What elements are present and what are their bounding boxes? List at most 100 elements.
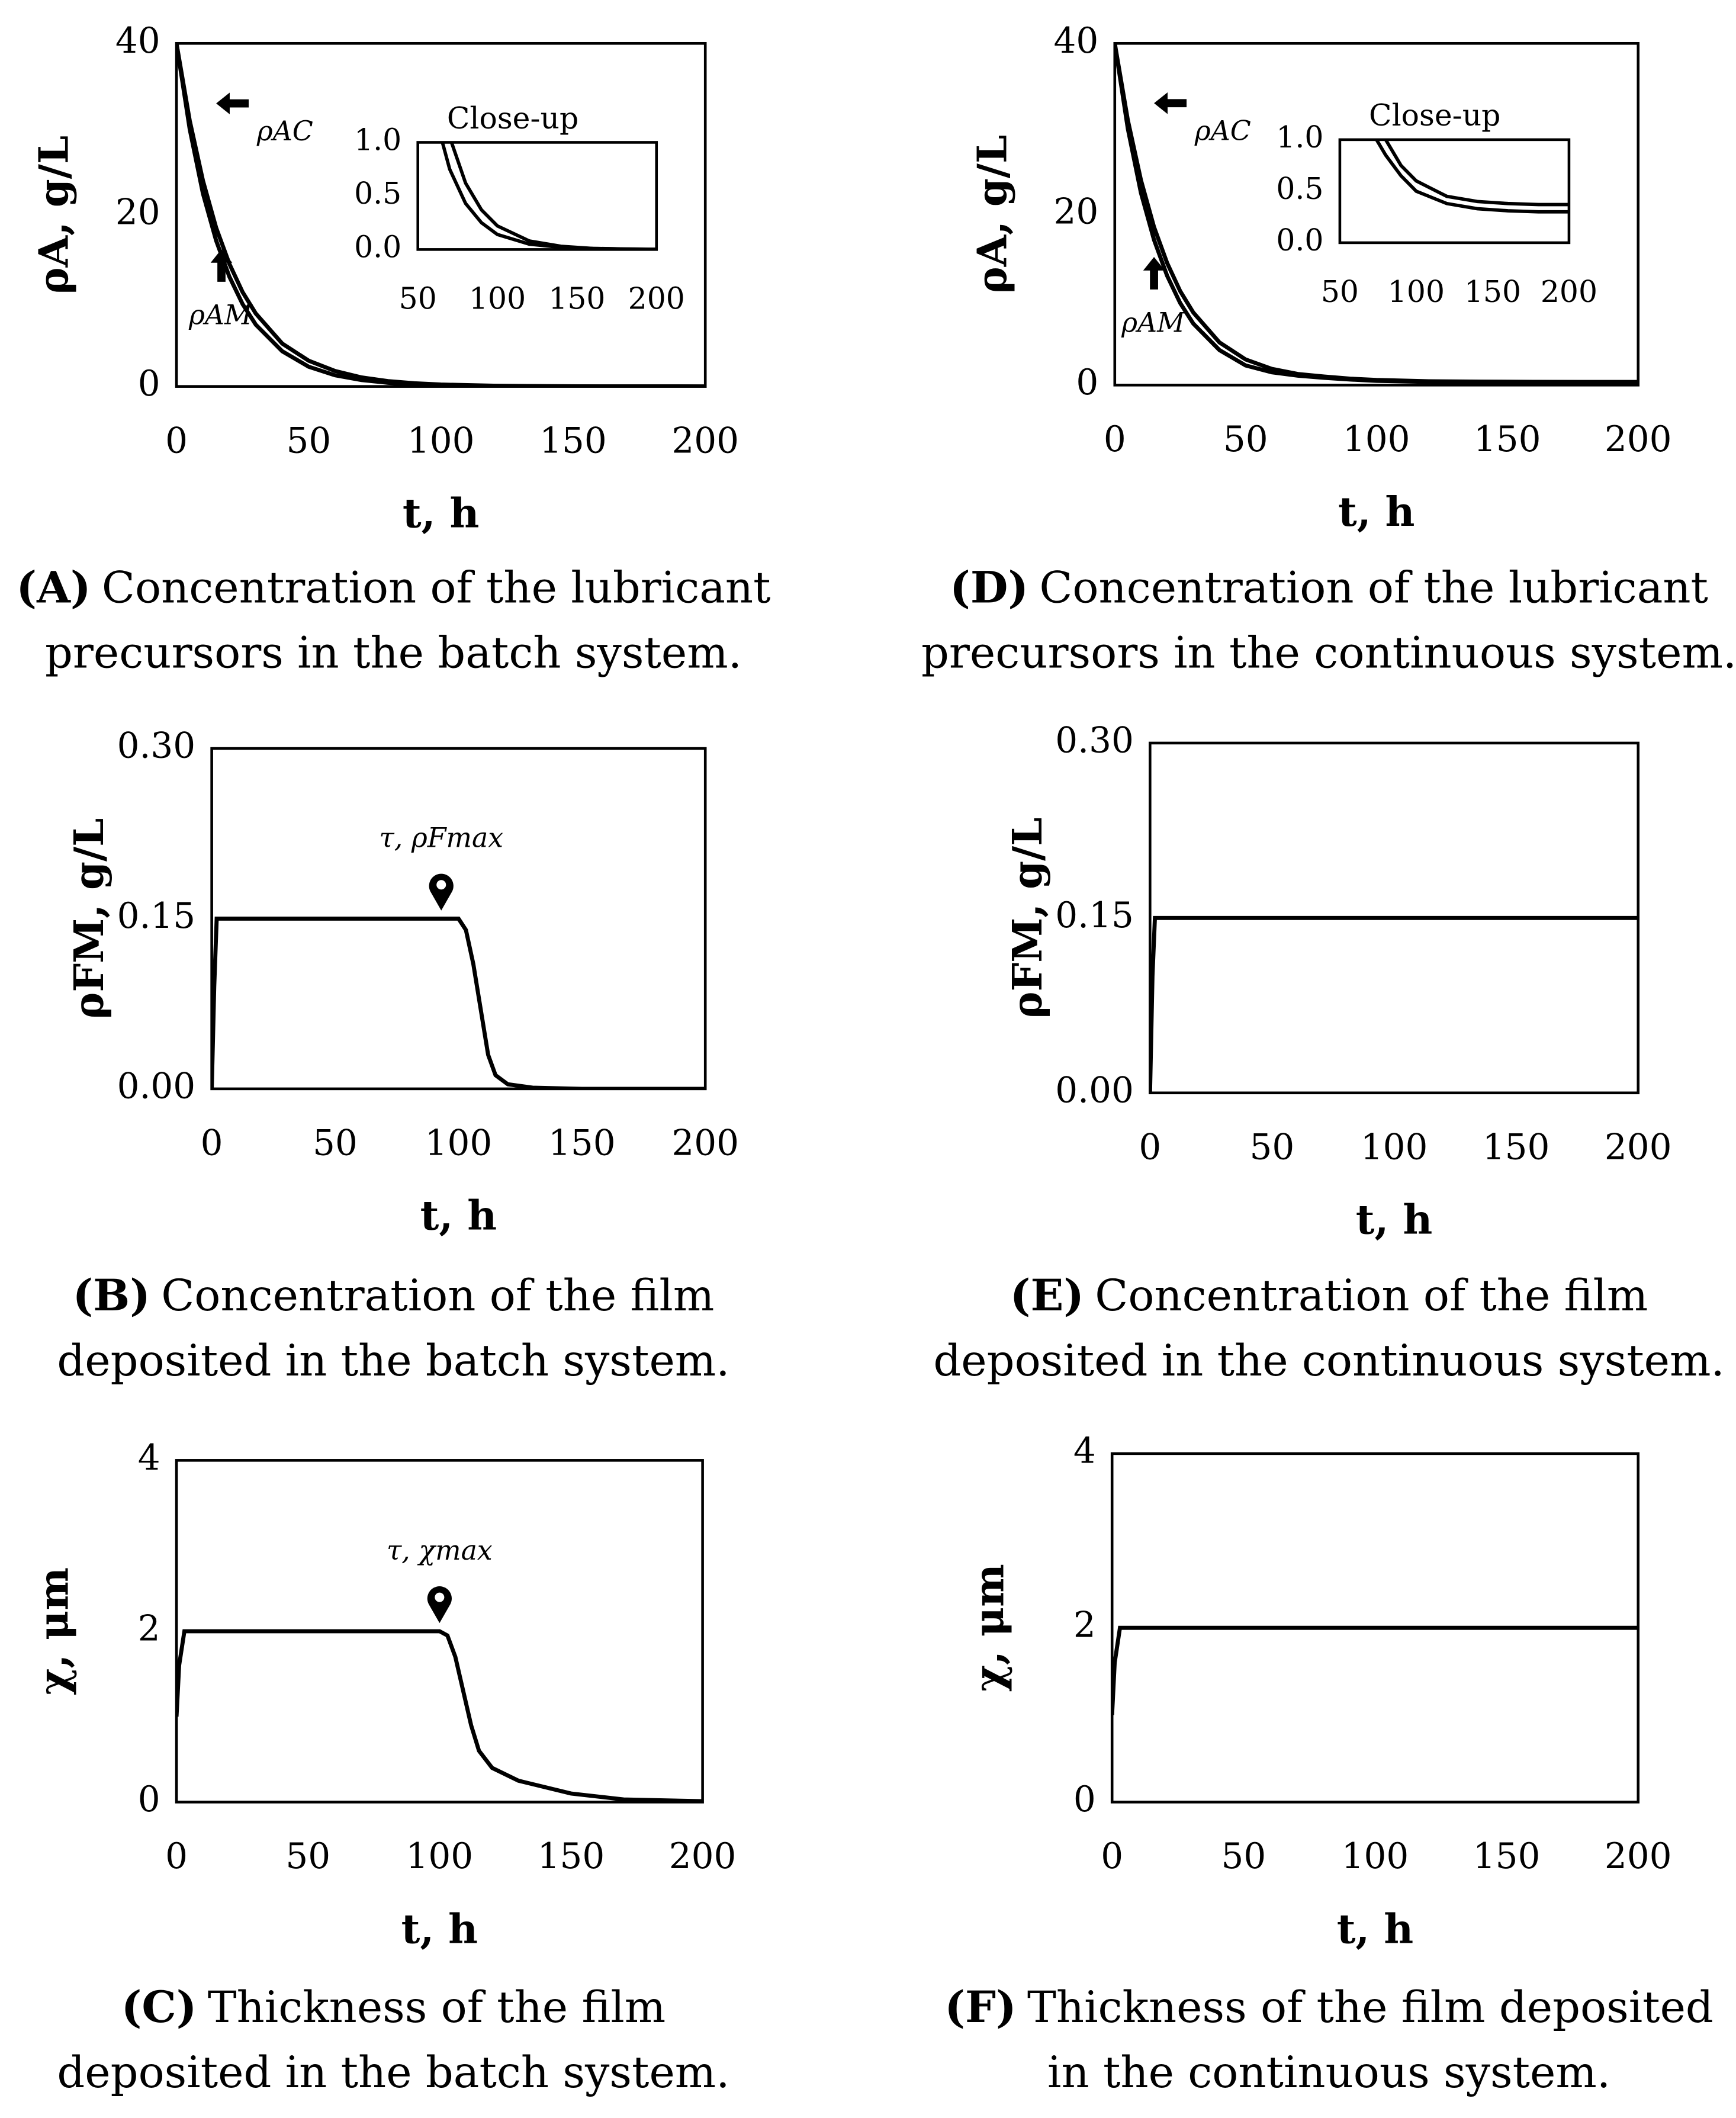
y-tick-label: 0.15 [1055, 895, 1134, 936]
x-tick-label: 150 [548, 1123, 616, 1164]
caption-text: Concentration of the film [1095, 1271, 1648, 1321]
x-tick-label: 50 [1221, 1836, 1266, 1877]
y-tick-label: 40 [115, 21, 160, 62]
series-line [176, 43, 706, 387]
x-axis-label: t, h [1338, 488, 1414, 536]
y-tick-label: 2 [1073, 1605, 1096, 1646]
y-tick-label: 0.5 [1276, 171, 1323, 206]
caption-label: (B) [73, 1270, 150, 1321]
caption: (A) Concentration of the lubricant [16, 562, 770, 613]
caption-label: (F) [944, 1982, 1016, 2033]
x-tick-label: 100 [1388, 274, 1445, 309]
x-tick-label: 0 [1139, 1127, 1161, 1168]
x-tick-label: 100 [1361, 1127, 1428, 1168]
caption: deposited in the batch system. [57, 2048, 729, 2098]
series-line [1384, 139, 1569, 207]
y-tick-label: 1.0 [1276, 120, 1323, 155]
x-tick-label: 50 [285, 1836, 330, 1877]
inset-frame [416, 141, 658, 251]
caption-label: (A) [16, 562, 91, 613]
x-tick-label: 100 [469, 281, 526, 316]
annotation: τ, ρFmax [379, 822, 503, 854]
annotation: ρAM [188, 298, 253, 330]
pin [429, 873, 454, 911]
y-tick-label: 0.0 [354, 229, 401, 264]
x-tick-label: 150 [538, 1836, 605, 1877]
x-tick-label: 200 [669, 1836, 737, 1877]
arrow [1154, 92, 1187, 114]
x-tick-label: 150 [1474, 419, 1541, 460]
x-tick-label: 200 [1605, 1127, 1672, 1168]
caption: in the continuous system. [1047, 2048, 1610, 2098]
inset-title: Close-up [447, 101, 578, 136]
x-axis-label: t, h [1337, 1905, 1413, 1953]
pin-hole [435, 1592, 445, 1602]
caption-text: Concentration of the lubricant [1039, 563, 1708, 613]
x-tick-label: 0 [1101, 1836, 1123, 1877]
y-axis-label: ρA, g/L [30, 136, 78, 294]
series-line [441, 142, 657, 250]
pin-hole [436, 880, 446, 890]
y-tick-label: 1.0 [354, 122, 401, 157]
plot-frame [210, 747, 707, 1091]
caption-text: Concentration of the lubricant [102, 563, 771, 613]
caption: precursors in the continuous system. [921, 628, 1736, 678]
caption-label: (E) [1010, 1270, 1084, 1321]
y-tick-label: 20 [115, 192, 160, 233]
x-tick-label: 200 [1605, 419, 1672, 460]
y-tick-label: 0 [138, 364, 160, 404]
plot-frame [175, 41, 707, 388]
x-tick-label: 0 [201, 1123, 223, 1164]
x-tick-label: 200 [1605, 1836, 1672, 1877]
y-tick-label: 0.00 [1055, 1070, 1134, 1111]
x-tick-label: 150 [548, 281, 605, 316]
caption: precursors in the batch system. [45, 628, 742, 678]
series-line [1374, 139, 1569, 214]
x-tick-label: 200 [671, 1123, 739, 1164]
caption: (C) Thickness of the film [121, 1982, 666, 2033]
x-tick-label: 200 [671, 420, 739, 461]
caption: (B) Concentration of the film [73, 1270, 715, 1321]
y-axis-label: ρA, g/L [968, 135, 1016, 294]
series-line [1114, 43, 1638, 385]
arrow [216, 92, 249, 114]
series-line [176, 1629, 703, 1802]
y-axis-label: χ, μm [30, 1567, 78, 1695]
y-tick-label: 0 [1073, 1779, 1096, 1820]
y-axis-label: χ, μm [966, 1564, 1014, 1692]
series-line [176, 43, 706, 387]
x-axis-label: t, h [420, 1192, 497, 1240]
caption-text: Thickness of the film [208, 1982, 666, 2033]
plot-frame [175, 1459, 704, 1804]
arrow [1143, 256, 1165, 290]
x-tick-label: 150 [1464, 274, 1521, 309]
x-tick-label: 150 [1473, 1836, 1541, 1877]
x-axis-label: t, h [1356, 1196, 1433, 1244]
x-tick-label: 150 [1483, 1127, 1550, 1168]
x-tick-label: 150 [539, 420, 607, 461]
caption-label: (C) [121, 1982, 197, 2033]
y-tick-label: 0.30 [1055, 720, 1134, 761]
x-tick-label: 200 [1541, 274, 1597, 309]
y-tick-label: 0.5 [354, 176, 401, 211]
x-tick-label: 100 [1343, 419, 1410, 460]
pin [427, 1586, 452, 1624]
x-axis-label: t, h [403, 489, 480, 537]
x-tick-label: 0 [165, 1836, 188, 1877]
y-axis-label: ρFM, g/L [65, 818, 113, 1020]
x-tick-label: 50 [1223, 419, 1268, 460]
caption: (D) Concentration of the lubricant [950, 562, 1708, 613]
annotation: ρAM [1121, 306, 1185, 338]
x-tick-label: 50 [1321, 274, 1359, 309]
plot-frame [1113, 41, 1640, 387]
y-tick-label: 4 [1073, 1431, 1096, 1471]
y-axis-label: ρFM, g/L [1004, 817, 1052, 1018]
x-tick-label: 50 [399, 281, 437, 316]
annotation: ρAC [1194, 115, 1251, 147]
x-tick-label: 50 [1250, 1127, 1295, 1168]
series-line [1150, 915, 1638, 1093]
x-tick-label: 0 [165, 420, 188, 461]
x-tick-label: 100 [407, 420, 475, 461]
y-tick-label: 2 [138, 1608, 160, 1649]
